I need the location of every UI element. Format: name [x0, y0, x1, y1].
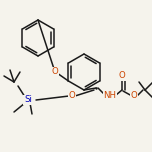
Text: O: O — [69, 92, 75, 100]
Text: O: O — [131, 92, 137, 100]
Text: O: O — [119, 71, 125, 81]
Text: O: O — [52, 67, 58, 76]
Text: NH: NH — [104, 92, 116, 100]
Text: Si: Si — [24, 95, 32, 105]
